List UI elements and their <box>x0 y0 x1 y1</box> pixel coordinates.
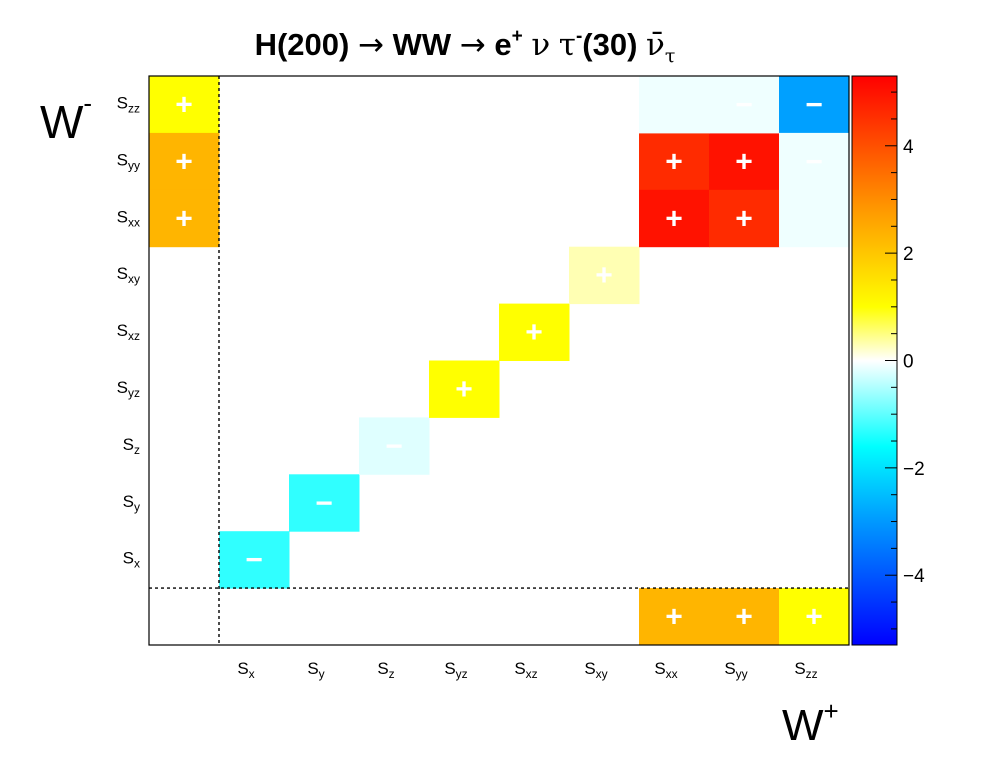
y-tick-label: Sy <box>123 492 140 514</box>
heatmap-cell <box>709 132 780 191</box>
heatmap-cell <box>639 76 710 134</box>
cell-sign-label: + <box>175 145 193 178</box>
x-axis-label: W+ <box>782 696 839 751</box>
cell-sign-label: − <box>315 487 333 520</box>
cell-sign-label: + <box>175 88 193 121</box>
colorbar-tick-label: −4 <box>903 566 925 587</box>
chart-title: H(200) → WW → e+ ν τ-(30) ν̄τ <box>0 26 930 67</box>
heatmap-cell <box>779 76 850 134</box>
heatmap-cell <box>149 189 220 248</box>
title-tau-charge: - <box>575 26 583 47</box>
title-electron: e <box>494 27 512 62</box>
x-tick-labels: Sx Sy Sz Syz Sxz Sxy Sxx Syy Szz <box>237 659 817 681</box>
colorbar-tick-label: 4 <box>903 137 914 158</box>
cell-sign-label: + <box>735 202 753 235</box>
x-axis-label-sup: + <box>823 696 839 726</box>
colorbar-tick-label: 2 <box>903 244 914 265</box>
title-tau: τ <box>558 27 576 63</box>
x-axis-label-main: W <box>782 701 824 750</box>
title-antineutrino-flavor: τ <box>664 45 676 67</box>
colorbar-tick-label: −2 <box>903 459 925 480</box>
heatmap-cell <box>569 246 640 305</box>
y-tick-label: Sxx <box>117 207 140 229</box>
heatmap-cell <box>219 531 290 589</box>
colorbar: 4 2 0 −2 −4 <box>851 75 925 646</box>
cell-sign-label: − <box>805 88 823 121</box>
y-tick-labels: Sx Sy Sz Syz Sxz Sxy Sxx Syy Szz <box>117 93 140 570</box>
title-tau-mass: (30) <box>582 27 638 62</box>
heatmap-cell <box>709 189 780 248</box>
heatmap-cell <box>359 417 430 475</box>
heatmap-cell <box>639 132 710 191</box>
title-antineutrino: ν̄ <box>646 27 665 63</box>
y-axis-label-sup: - <box>83 88 93 118</box>
title-arrow-1: → <box>357 27 384 63</box>
x-tick-label: Sy <box>307 659 324 681</box>
heatmap-cell <box>779 588 850 646</box>
cell-sign-label: + <box>175 202 193 235</box>
x-tick-label: Sxx <box>654 659 677 681</box>
heatmap-cell <box>429 360 500 418</box>
cell-sign-label: − <box>245 544 263 577</box>
title-ww: WW <box>392 27 452 62</box>
y-axis-label: W- <box>40 88 92 149</box>
colorbar-tick-label: 0 <box>903 352 914 373</box>
cell-sign-label: + <box>735 601 753 634</box>
cell-sign-label: + <box>665 202 683 235</box>
heatmap-cell <box>149 132 220 191</box>
cell-sign-label: − <box>805 145 823 178</box>
heatmap-cell <box>289 474 360 532</box>
y-tick-label: Sx <box>123 549 140 571</box>
title-neutrino: ν <box>531 27 551 63</box>
y-axis-label-main: W <box>40 96 84 148</box>
x-tick-label: Sxz <box>514 659 537 681</box>
x-tick-label: Sx <box>237 659 254 681</box>
title-process: H(200) <box>254 27 350 62</box>
x-tick-label: Syy <box>724 659 747 681</box>
title-electron-charge: + <box>511 26 523 47</box>
y-tick-label: Syy <box>117 150 140 172</box>
plot-frame <box>148 75 850 646</box>
cell-sign-label: + <box>735 145 753 178</box>
heatmap-cell <box>709 588 780 646</box>
heatmap-cell <box>779 132 850 191</box>
y-tick-label: Sz <box>123 435 140 457</box>
cell-sign-label: + <box>665 601 683 634</box>
y-tick-label: Sxz <box>117 321 140 343</box>
heatmap-cell <box>779 189 850 248</box>
cell-sign-label: + <box>455 373 473 406</box>
cell-sign-label: + <box>665 145 683 178</box>
heatmap-cell <box>149 76 220 134</box>
cell-sign-label: + <box>595 259 613 292</box>
y-tick-label: Syz <box>117 378 140 400</box>
heatmap-cell <box>709 76 780 134</box>
heatmap-cell <box>639 189 710 248</box>
x-tick-label: Sz <box>377 659 394 681</box>
title-arrow-2: → <box>459 27 486 63</box>
y-tick-label: Szz <box>117 93 140 115</box>
heatmap-cell <box>499 303 570 361</box>
x-tick-label: Szz <box>794 659 817 681</box>
y-tick-label: Sxy <box>117 264 140 286</box>
x-tick-label: Syz <box>444 659 467 681</box>
cell-sign-label: + <box>805 601 823 634</box>
heatmap-cell <box>639 588 710 646</box>
cell-sign-label: − <box>385 430 403 463</box>
x-tick-label: Sxy <box>584 659 607 681</box>
heatmap-cells: + + + − − − + + + + + + + − − − + + + <box>149 76 850 646</box>
dotted-separators <box>149 76 849 645</box>
cell-sign-label: − <box>735 88 753 121</box>
cell-sign-label: + <box>525 316 543 349</box>
